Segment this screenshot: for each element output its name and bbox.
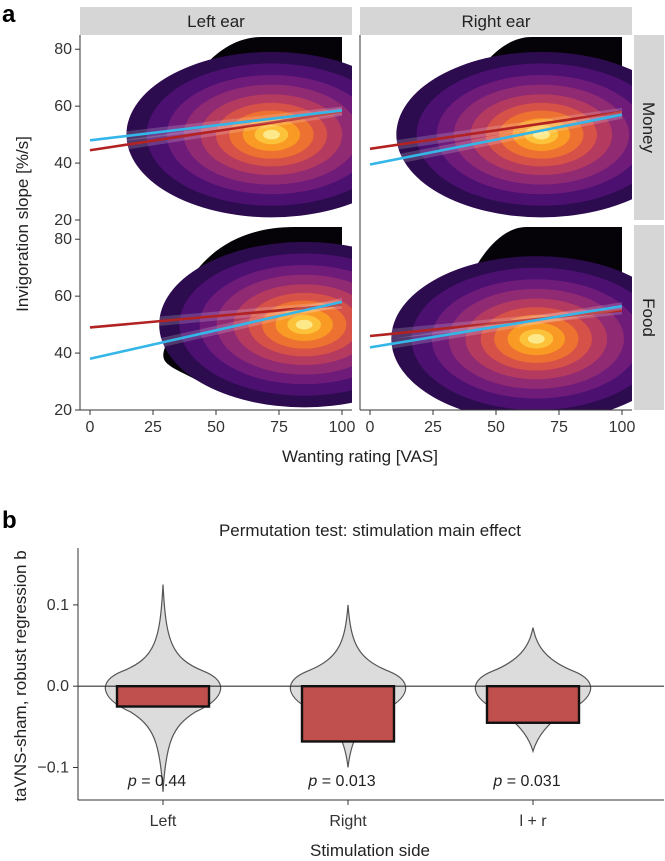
density-level-9	[527, 334, 545, 344]
row-strip-label-0: Money	[639, 102, 658, 154]
y-tick-label: 20	[54, 212, 72, 229]
y-tick-label: 60	[54, 98, 72, 115]
x-tick-label: 25	[144, 419, 162, 436]
panel-letter-b: b	[2, 507, 17, 534]
category-label-2: l + r	[519, 813, 547, 830]
y-tick-label: 80	[54, 41, 72, 58]
bar-0	[115, 684, 211, 708]
category-label-1: Right	[329, 813, 367, 830]
x-tick-label: 75	[550, 419, 568, 436]
column-strip-label-0: Left ear	[187, 12, 245, 31]
x-tick-label: 100	[329, 419, 356, 436]
regression-line-sham	[89, 110, 343, 152]
x-tick-label: 50	[207, 419, 225, 436]
column-strip-1	[360, 7, 632, 35]
p-value-label-0: p = 0.44	[127, 773, 186, 790]
panel-b-x-title: Stimulation side	[310, 841, 430, 860]
p-value-label-2: p = 0.031	[492, 773, 560, 790]
panel-b-y-title: taVNS-sham, robust regression b	[11, 550, 30, 801]
facet-1	[369, 37, 632, 218]
b-y-tick-label: −0.1	[37, 759, 69, 776]
x-tick-label: 25	[424, 419, 442, 436]
facet-3: 0 25 50 75 100	[366, 227, 636, 436]
panel-letter-a: a	[2, 1, 16, 28]
density-level-9	[263, 129, 280, 140]
panel-a-y-title: Invigoration slope [%/s]	[13, 136, 32, 312]
x-tick-label: 0	[366, 419, 375, 436]
b-y-tick-label: 0.1	[47, 597, 69, 614]
p-value-label-1: p = 0.013	[307, 773, 375, 790]
y-tick-label: 20	[54, 402, 72, 419]
bar-2	[485, 684, 581, 724]
y-tick-label: 40	[54, 155, 72, 172]
facet-2: 20 40 60 80 0 25 50 75 100	[54, 227, 356, 436]
panel-a-x-title: Wanting rating [VAS]	[282, 447, 438, 466]
panel-b: Permutation test: stimulation main effec…	[11, 521, 664, 860]
row-strip-1	[634, 225, 664, 410]
regression-line-tavns	[89, 300, 343, 361]
regression-line-sham	[369, 309, 623, 338]
b-y-tick-label: 0.0	[47, 678, 69, 695]
y-tick-label: 60	[54, 288, 72, 305]
regression-line-sham	[369, 110, 623, 151]
category-label-0: Left	[150, 813, 177, 830]
regression-line-tavns	[369, 304, 623, 349]
y-tick-label: 40	[54, 345, 72, 362]
density-level-9	[295, 319, 313, 330]
regression-line-tavns	[369, 113, 623, 166]
column-strip-label-1: Right ear	[462, 12, 531, 31]
regression-line-sham	[89, 303, 343, 329]
x-tick-label: 100	[609, 419, 636, 436]
panel-b-title: Permutation test: stimulation main effec…	[219, 521, 521, 540]
panel-a: Left ear Right ear Money Food 20 40 60 80 20 40 60…	[13, 7, 664, 466]
x-tick-label: 0	[86, 419, 95, 436]
regression-line-tavns	[89, 109, 343, 142]
row-strip-0	[634, 35, 664, 220]
column-strip-0	[80, 7, 352, 35]
bar-1	[300, 684, 396, 743]
facet-0: 20 40 60 80	[54, 37, 352, 229]
row-strip-label-1: Food	[639, 298, 658, 337]
x-tick-label: 50	[487, 419, 505, 436]
y-tick-label: 80	[54, 231, 72, 248]
x-tick-label: 75	[270, 419, 288, 436]
